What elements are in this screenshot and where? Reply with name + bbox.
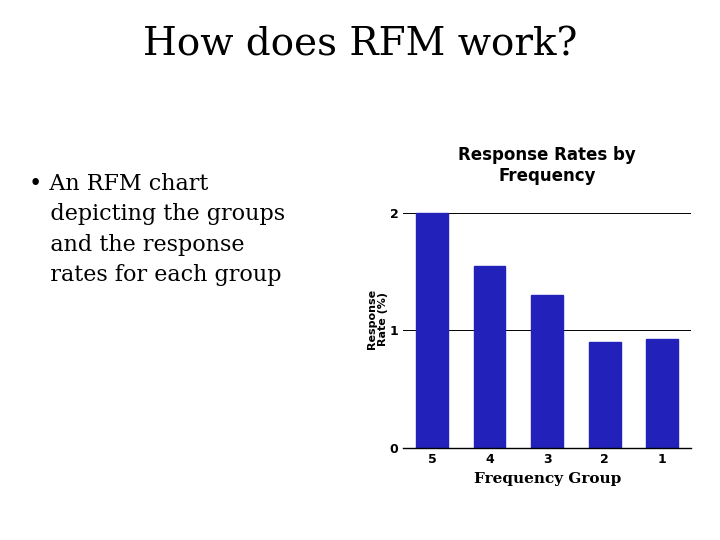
Bar	[474, 266, 505, 448]
Bar	[647, 339, 678, 448]
Y-axis label: Response
Rate (%): Response Rate (%)	[366, 288, 388, 349]
Text: • An RFM chart
   depicting the groups
   and the response
   rates for each gro: • An RFM chart depicting the groups and …	[29, 173, 285, 286]
Bar	[531, 295, 563, 448]
X-axis label: Frequency Group: Frequency Group	[474, 471, 621, 485]
Bar	[416, 213, 448, 448]
Text: How does RFM work?: How does RFM work?	[143, 27, 577, 64]
Title: Response Rates by
Frequency: Response Rates by Frequency	[459, 146, 636, 185]
Bar	[589, 342, 621, 448]
